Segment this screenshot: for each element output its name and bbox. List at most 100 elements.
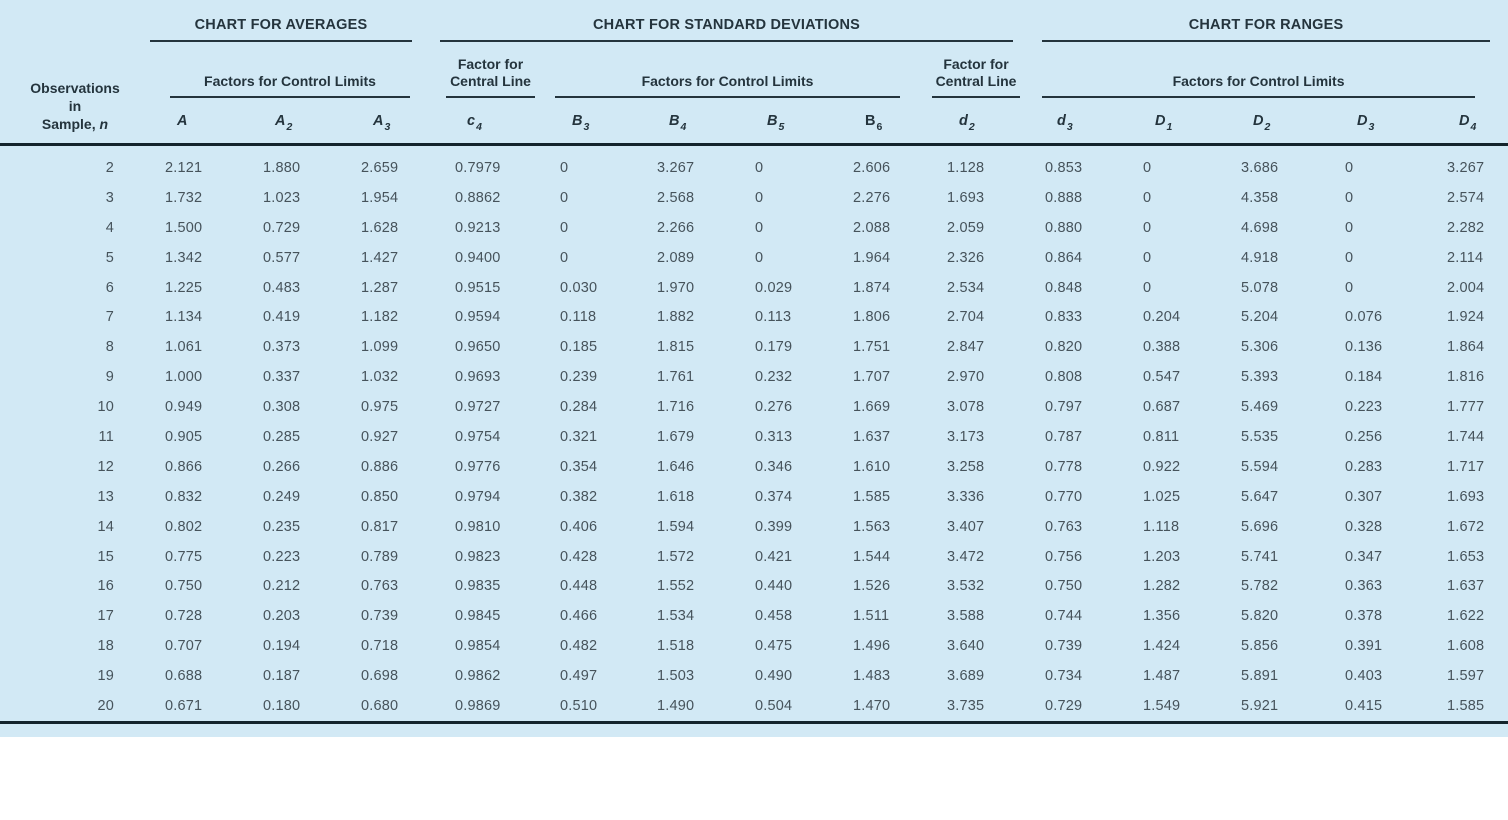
cell-n: 20: [0, 691, 150, 724]
chart-for-averages-group: CHART FOR AVERAGES: [150, 0, 440, 42]
cell-B4: 1.503: [657, 668, 695, 685]
cell-A3: 1.427: [361, 249, 399, 266]
cell-c4: 0.9400: [455, 249, 501, 266]
cell-A: 0.688: [165, 668, 203, 685]
cell-B3: 0: [560, 249, 569, 266]
cell-A2: 0.223: [263, 548, 301, 565]
cell-D2: 3.686: [1241, 159, 1279, 176]
cell-D1: 0.687: [1143, 399, 1181, 416]
cell-d2: 3.336: [947, 488, 985, 505]
table-row-n-19: 19 0.688 0.187 0.698 0.9862 0.497 1.503 0.490 1.…: [0, 661, 1508, 691]
table-row-n-15: 15 0.775 0.223 0.789 0.9823 0.428 1.572 0.421 1.…: [0, 542, 1508, 572]
cell-A2: 0.180: [248, 691, 346, 724]
cell-d3: 0.880: [1045, 219, 1083, 236]
cell-B4: 1.761: [657, 369, 695, 386]
table-row-n-17: 17 0.728 0.203 0.739 0.9845 0.466 1.534 0.458 1.…: [0, 601, 1508, 631]
cell-A: 0.905: [165, 428, 203, 445]
cell-d3: 0.820: [1045, 339, 1083, 356]
cell-A3: 0.850: [361, 488, 399, 505]
cell-d3: 0.729: [1030, 691, 1129, 724]
cell-B6: 1.806: [853, 309, 891, 326]
cell-A3: 0.975: [361, 399, 399, 416]
cell-d2: 3.640: [947, 638, 985, 655]
cell-c4: 0.8862: [455, 189, 501, 206]
cell-A2: 0.483: [263, 279, 301, 296]
cell-D1: 0: [1143, 159, 1152, 176]
cell-A2: 0.203: [263, 608, 301, 625]
column-symbol-d3: d3: [1030, 98, 1129, 146]
cell-B6: 1.563: [853, 518, 891, 535]
ranges-control-limits-subheader: Factors for Control Limits: [1030, 42, 1508, 98]
cell-d3: 0.763: [1045, 518, 1083, 535]
cell-B4: 1.716: [657, 399, 695, 416]
cell-D2: 5.306: [1241, 339, 1279, 356]
n-symbol: n: [99, 116, 109, 132]
cell-D3: 0.184: [1345, 369, 1383, 386]
cell-D2: 5.535: [1241, 428, 1279, 445]
cell-D1: 0.547: [1143, 369, 1181, 386]
cell-d2: 3.735: [932, 691, 1031, 724]
cell-n: 12: [97, 458, 114, 475]
cell-d2: 3.407: [947, 518, 985, 535]
cell-n: 11: [98, 428, 114, 445]
cell-D2: 5.469: [1241, 399, 1279, 416]
cell-B4: 1.552: [657, 578, 695, 595]
cell-d2: 2.326: [947, 249, 985, 266]
cell-n: 8: [105, 339, 114, 356]
sd-control-limits-subheader: Factors for Control Limits: [545, 42, 932, 98]
subheaders-row: Factors for Control Limits Factor for Cen…: [0, 42, 1508, 98]
cell-A2: 0.194: [263, 638, 301, 655]
cell-D1: 1.282: [1143, 578, 1181, 595]
cell-B3: 0.428: [560, 548, 598, 565]
cell-d2: 3.173: [947, 428, 985, 445]
cell-D4: 1.924: [1447, 309, 1485, 326]
cell-D3: 0: [1345, 249, 1354, 266]
chart-for-standard-deviations-group: CHART FOR STANDARD DEVIATIONS: [440, 0, 1030, 42]
cell-D3: 0: [1345, 279, 1354, 296]
cell-B3: 0.030: [560, 279, 598, 296]
cell-D2: 5.782: [1241, 578, 1279, 595]
cell-A: 0.802: [165, 518, 203, 535]
cell-B3: 0.497: [560, 668, 598, 685]
cell-c4: 0.9693: [455, 369, 501, 386]
cell-D2: 5.594: [1241, 458, 1279, 475]
cell-A3: 1.954: [361, 189, 399, 206]
column-symbol-D3: D3: [1330, 98, 1433, 146]
cell-D2: 5.891: [1241, 668, 1279, 685]
cell-B6: 1.874: [853, 279, 891, 296]
cell-B3: 0.185: [560, 339, 598, 356]
cell-B6: 1.637: [853, 428, 891, 445]
cell-B6: 1.526: [853, 578, 891, 595]
cell-B5: 0.504: [740, 691, 839, 724]
cell-d3: 0.770: [1045, 488, 1083, 505]
control-chart-factors-table: Observations in Sample, n CHART FOR AVER…: [0, 0, 1508, 737]
cell-D2: 4.358: [1241, 189, 1279, 206]
cell-D4: 1.816: [1447, 369, 1485, 386]
cell-A: 0.671: [150, 691, 248, 724]
cell-d3: 0.739: [1045, 638, 1083, 655]
cell-D3: 0.363: [1345, 578, 1383, 595]
cell-d3: 0.744: [1045, 608, 1083, 625]
cell-B5: 0: [755, 189, 764, 206]
cell-B4: 1.970: [657, 279, 695, 296]
cell-A2: 1.880: [263, 159, 301, 176]
cell-B3: 0.321: [560, 428, 598, 445]
cell-B4: 1.518: [657, 638, 695, 655]
cell-B4: 1.572: [657, 548, 695, 565]
cell-D2: 4.698: [1241, 219, 1279, 236]
cell-d2: 3.258: [947, 458, 985, 475]
table-row-n-20: 20 0.671 0.180 0.680 0.9869 0.510 1.490 0.504 1.…: [0, 691, 1508, 724]
cell-B5: 0: [755, 249, 764, 266]
cell-B6: 1.511: [853, 608, 890, 625]
d2-central-line-subheader: Factor for Central Line: [932, 42, 1030, 98]
cell-B5: 0.421: [755, 548, 793, 565]
table-row-n-9: 9 1.000 0.337 1.032 0.9693 0.239 1.761 0.232 1.7…: [0, 362, 1508, 392]
cell-B4: 1.534: [657, 608, 695, 625]
c4-central-line-subheader: Factor for Central Line: [440, 42, 545, 98]
cell-B4: 1.679: [657, 428, 695, 445]
cell-A: 1.134: [165, 309, 203, 326]
cell-A: 0.728: [165, 608, 203, 625]
cell-B5: 0.490: [755, 668, 793, 685]
cell-B6: 1.669: [853, 399, 891, 416]
cell-B5: 0.440: [755, 578, 793, 595]
